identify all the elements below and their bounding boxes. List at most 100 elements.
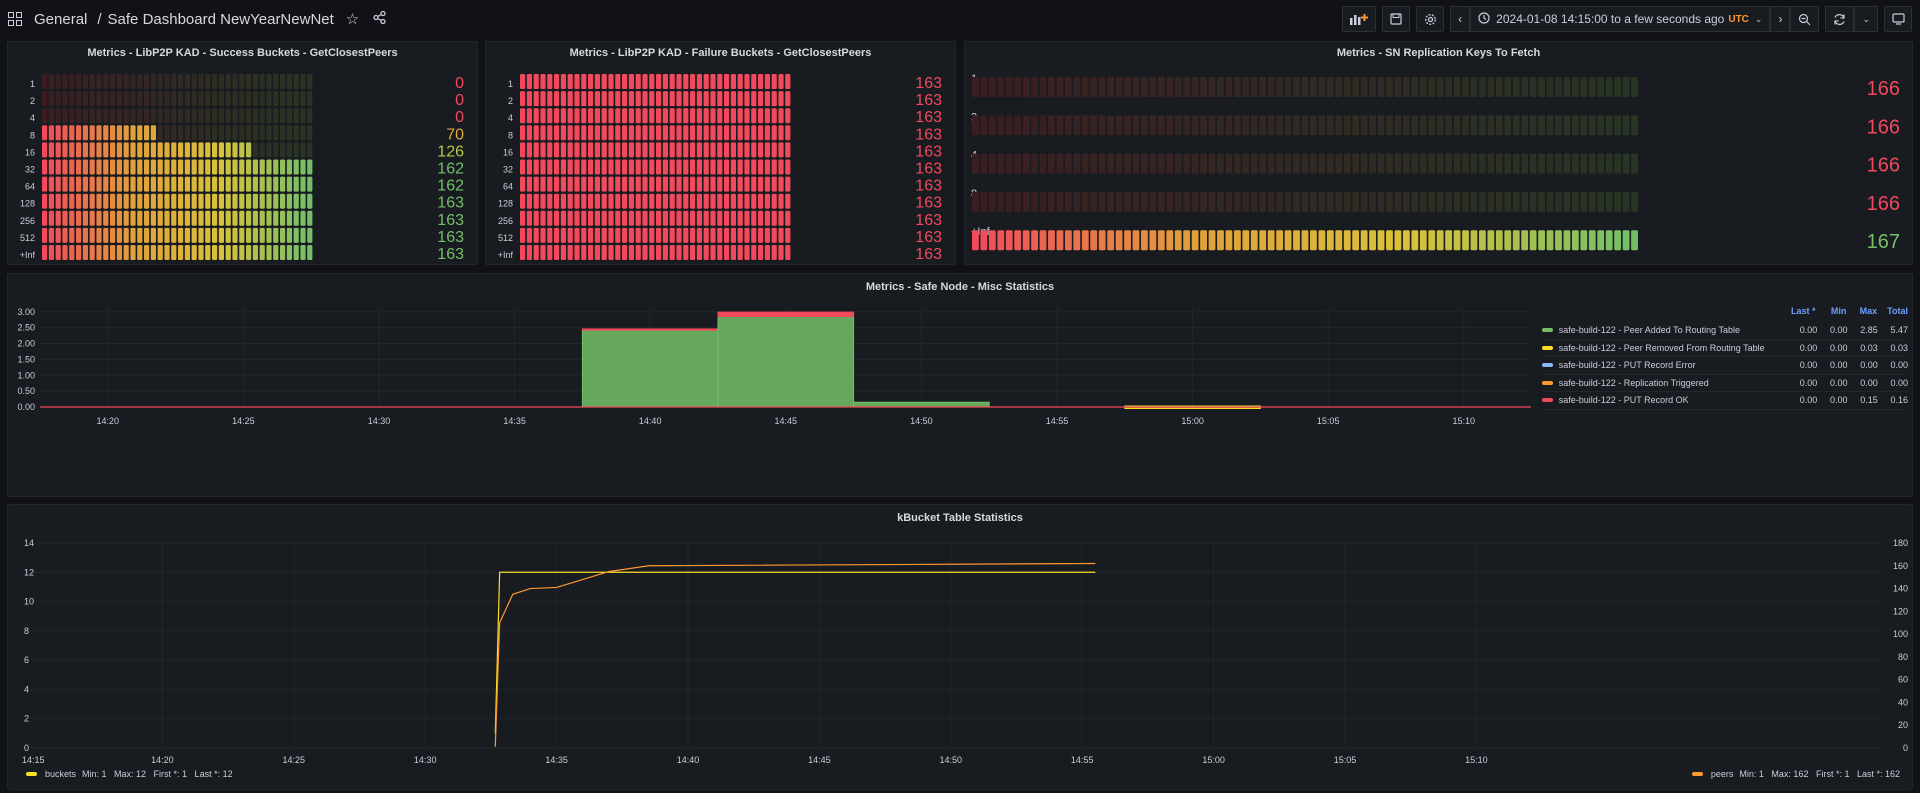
bargauge-cell bbox=[601, 159, 607, 175]
legend-header-total[interactable]: Total bbox=[1887, 306, 1908, 316]
bargauge-cell bbox=[520, 245, 526, 260]
bargauge-cell bbox=[1267, 77, 1275, 97]
bargauge-cell bbox=[1605, 77, 1613, 97]
legend-total: 0.16 bbox=[1890, 395, 1909, 406]
legend-row[interactable]: safe-build-122 - PUT Record Error 0.00 0.0… bbox=[1542, 357, 1908, 375]
bargauge-cell bbox=[178, 193, 184, 209]
bargauge-cell bbox=[988, 77, 996, 97]
dashboard-title[interactable]: Safe Dashboard NewYearNewNet bbox=[107, 10, 334, 28]
bargauge-cell bbox=[191, 176, 197, 192]
bargauge-cell bbox=[232, 91, 238, 107]
panel-success-buckets[interactable]: Metrics - LibP2P KAD - Success Buckets -… bbox=[7, 41, 478, 265]
bargauge-cell bbox=[662, 193, 668, 209]
legend-row[interactable]: safe-build-122 - Peer Removed From Routi… bbox=[1542, 340, 1908, 357]
bargauge-cell bbox=[225, 210, 231, 226]
bargauge-cell bbox=[1428, 77, 1436, 97]
breadcrumb-root[interactable]: General bbox=[34, 10, 88, 28]
star-icon[interactable]: ☆ bbox=[345, 11, 360, 28]
bargauge-cell bbox=[1250, 153, 1258, 174]
bargauge-cell bbox=[212, 159, 218, 175]
bargauge-cell bbox=[628, 74, 634, 89]
bargauge-cell bbox=[622, 91, 628, 107]
tv-mode-icon[interactable] bbox=[1884, 6, 1912, 32]
bargauge-cell bbox=[751, 227, 757, 243]
bargauge-cell bbox=[676, 245, 682, 260]
bargauge-cell bbox=[1191, 191, 1199, 212]
panel-replication-keys[interactable]: Metrics - SN Replication Keys To Fetch 1… bbox=[964, 41, 1913, 265]
legend-header-last[interactable]: Last * bbox=[1790, 306, 1816, 316]
bargauge-cell bbox=[164, 125, 170, 141]
bargauge-cell bbox=[184, 176, 190, 192]
bargauge-cell bbox=[520, 210, 526, 226]
time-back-chevron-icon[interactable]: ‹ bbox=[1450, 6, 1471, 32]
apps-grid-icon[interactable] bbox=[8, 12, 22, 26]
legend-name: safe-build-122 - PUT Record Error bbox=[1558, 360, 1696, 371]
bargauge-cell bbox=[1419, 115, 1427, 136]
bargauge-cell bbox=[123, 125, 129, 141]
bargauge-cell bbox=[1487, 230, 1495, 251]
bargauge-cell bbox=[1597, 153, 1605, 174]
bargauge-cell bbox=[164, 74, 170, 89]
bargauge-cell bbox=[1318, 230, 1326, 251]
zoom-out-icon[interactable] bbox=[1790, 6, 1820, 32]
bargauge-cell bbox=[1436, 230, 1444, 251]
bargauge-row: +Inf 163 bbox=[498, 245, 942, 263]
panel-failure-buckets[interactable]: Metrics - LibP2P KAD - Failure Buckets -… bbox=[485, 41, 956, 265]
legend-header-min[interactable]: Min bbox=[1830, 306, 1847, 316]
settings-gear-icon[interactable] bbox=[1416, 6, 1445, 32]
bargauge-cell bbox=[1419, 153, 1427, 174]
bargauge-cell bbox=[307, 142, 313, 158]
bargauge-cell bbox=[1022, 115, 1030, 136]
legend-row[interactable]: safe-build-122 - PUT Record OK 0.00 0.00 0.… bbox=[1542, 392, 1908, 410]
legend-row[interactable]: safe-build-122 - Peer Added To Routing T… bbox=[1542, 322, 1908, 340]
bargauge-cell bbox=[307, 74, 313, 89]
bargauge-cell bbox=[1428, 230, 1436, 251]
bargauge-cell bbox=[1571, 115, 1579, 136]
bargauge-cell bbox=[55, 245, 61, 260]
bargauge-cell bbox=[184, 245, 190, 260]
add-panel-button[interactable] bbox=[1342, 6, 1377, 32]
legend-buckets[interactable]: buckets Min: 1 Max: 12 First *: 1 Last *… bbox=[26, 769, 233, 779]
bargauge-cell bbox=[307, 210, 313, 226]
legend-row[interactable]: safe-build-122 - Replication Triggered 0.… bbox=[1542, 375, 1908, 392]
bargauge-cell bbox=[1538, 115, 1545, 136]
legend-min: 0.00 bbox=[1830, 325, 1848, 336]
refresh-icon[interactable] bbox=[1825, 6, 1855, 32]
bargauge-cell bbox=[1200, 77, 1207, 97]
bargauge-cell bbox=[676, 74, 682, 89]
bargauge-cell bbox=[225, 227, 231, 243]
bargauge-cell bbox=[710, 108, 716, 124]
legend-header-max[interactable]: Max bbox=[1859, 306, 1878, 316]
bargauge-cell bbox=[1183, 230, 1191, 251]
bargauge-cell bbox=[1529, 230, 1537, 251]
bargauge-cell bbox=[116, 227, 122, 243]
bargauge-cell bbox=[1174, 77, 1182, 97]
bargauge-cell bbox=[171, 210, 177, 226]
bargauge-cell bbox=[1512, 230, 1520, 251]
panel-misc-statistics[interactable]: Metrics - Safe Node - Misc Statistics 0.… bbox=[7, 273, 1913, 497]
misc-legend-table: Last * Min Max Total safe-build-122 - Pe… bbox=[1542, 306, 1908, 410]
bargauge-cell bbox=[1411, 191, 1419, 212]
bargauge-cell bbox=[649, 108, 655, 124]
bargauge-cell bbox=[1166, 191, 1174, 212]
time-range-picker[interactable]: 2024-01-08 14:15:00 to a few seconds ago… bbox=[1470, 6, 1771, 32]
bargauge-cell bbox=[980, 77, 988, 97]
bargauge-cell bbox=[520, 193, 526, 209]
legend-peers[interactable]: peers Min: 1 Max: 162 First *: 1 Last *:… bbox=[1691, 769, 1900, 779]
panel-kbucket-statistics[interactable]: kBucket Table Statistics 0 2 4 6 8 10 12 14 0 20 4… bbox=[7, 504, 1913, 790]
save-icon[interactable] bbox=[1382, 6, 1411, 32]
share-icon[interactable] bbox=[373, 10, 386, 28]
bargauge-cell bbox=[198, 91, 204, 107]
bargauge-cell bbox=[601, 227, 607, 243]
bargauge-cell bbox=[130, 227, 136, 243]
bargauge-cell bbox=[771, 210, 777, 226]
time-forward-chevron-icon[interactable]: › bbox=[1770, 6, 1791, 32]
refresh-interval-chevron-icon[interactable]: ⌄ bbox=[1854, 6, 1878, 32]
bargauge-cell bbox=[676, 159, 682, 175]
bargauge-cell bbox=[252, 142, 258, 158]
bargauge-cell bbox=[1233, 115, 1241, 136]
bargauge-cell bbox=[1445, 191, 1453, 212]
legend-name: safe-build-122 - Peer Removed From Routi… bbox=[1558, 342, 1765, 353]
bargauge-cell bbox=[286, 108, 292, 124]
bargauge-cell bbox=[1191, 153, 1199, 174]
